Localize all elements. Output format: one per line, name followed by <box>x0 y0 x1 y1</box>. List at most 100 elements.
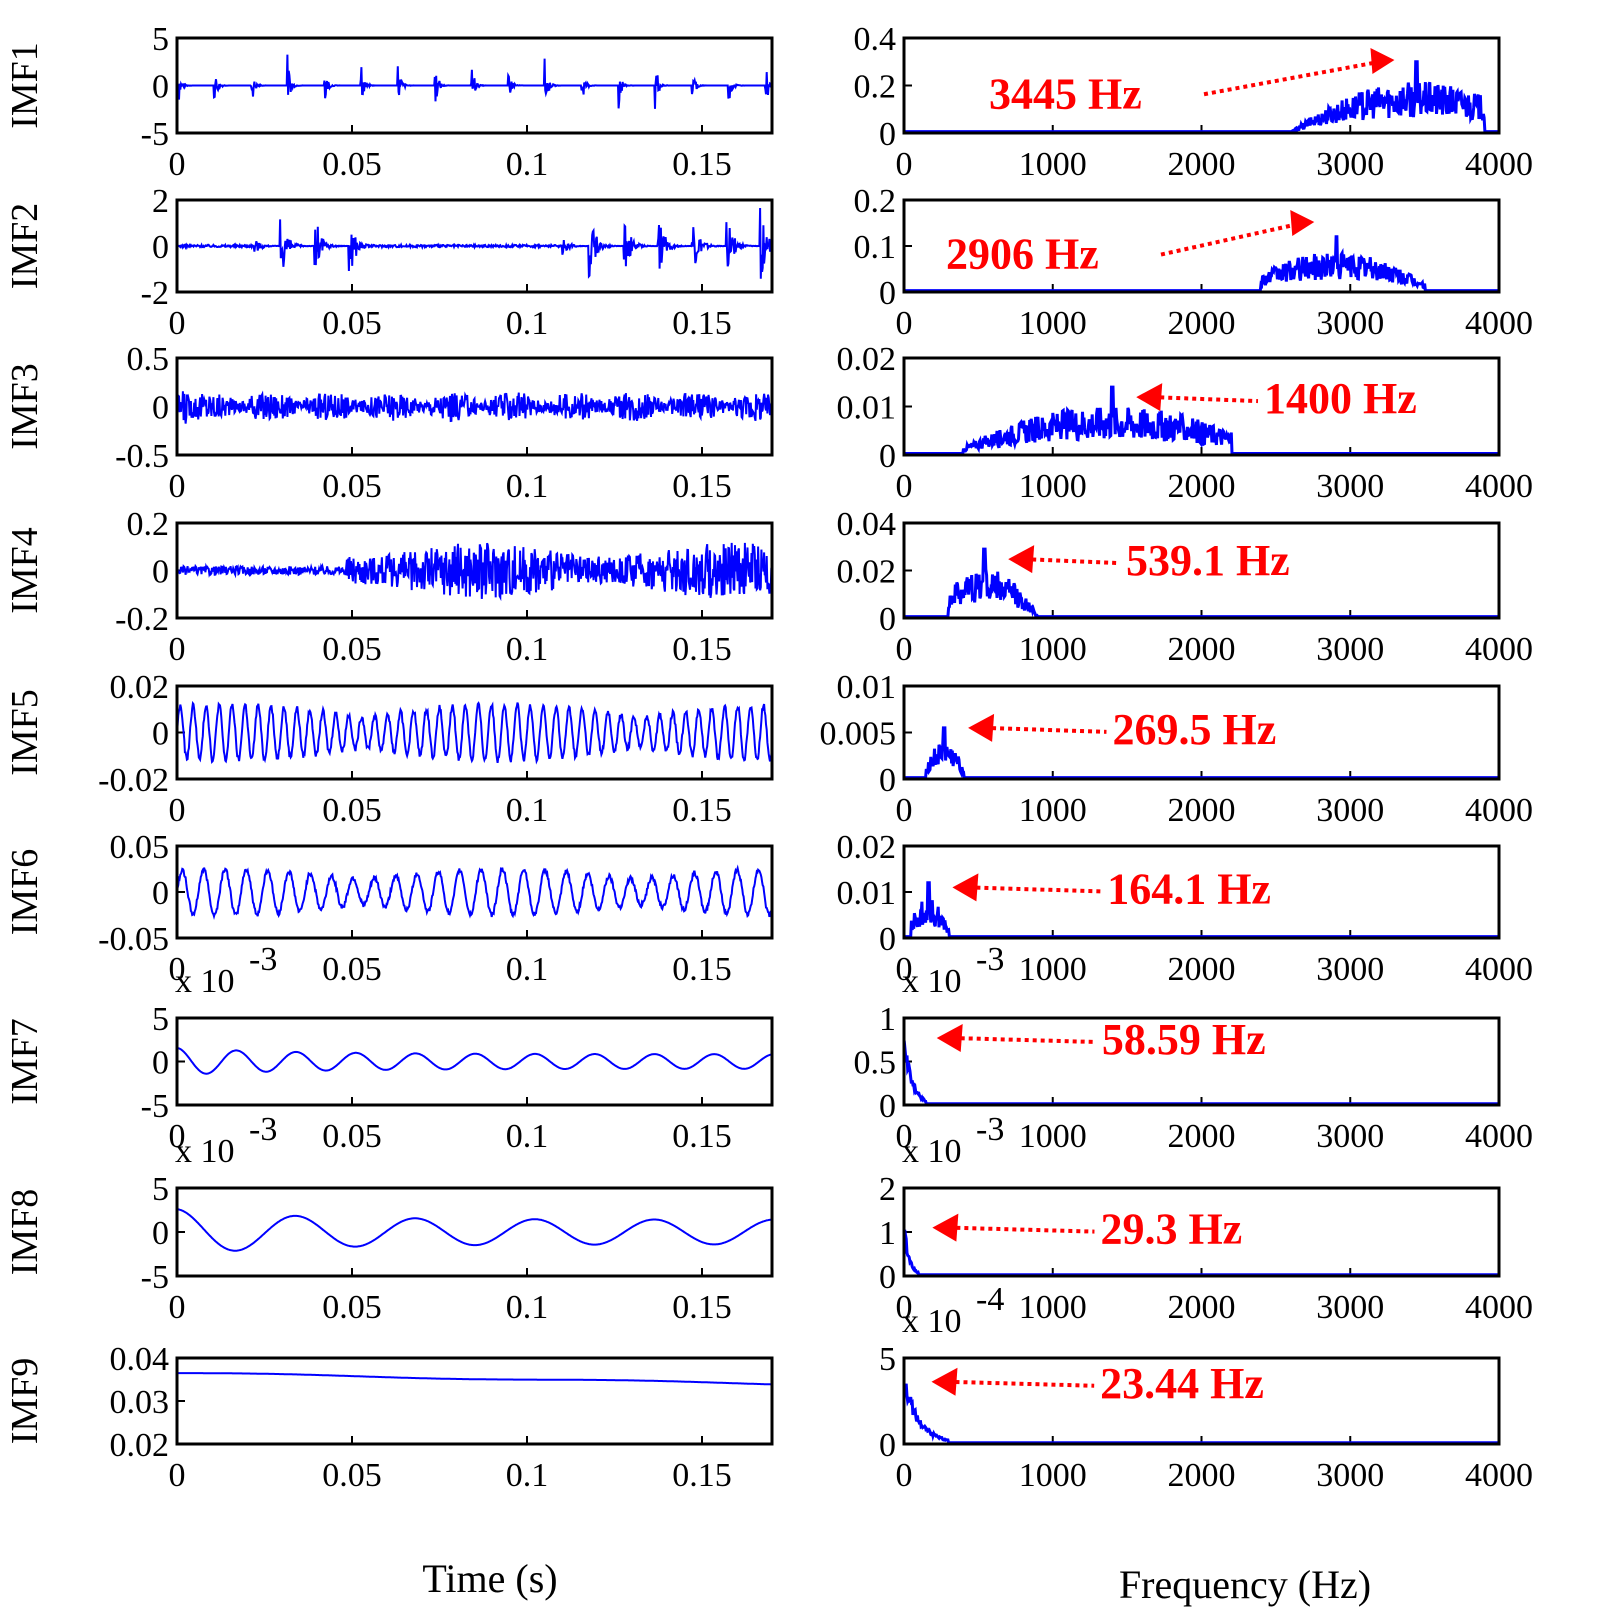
y-axis-label: IMF2 <box>4 203 46 290</box>
y-tick-label: -5 <box>141 1259 169 1296</box>
peak-annotation: 539.1 Hz <box>1126 536 1290 585</box>
x-tick-label: 0 <box>896 1118 913 1155</box>
signal-line <box>176 390 773 424</box>
x-tick-label: 0 <box>169 146 186 183</box>
annotation-arrowhead <box>1008 545 1035 574</box>
spectrum-panel-4: 0.04 0.02 00 1000 2000 3000 4000 539.1 Hz <box>837 506 1534 668</box>
x-tick-label: 0.1 <box>506 1289 549 1326</box>
y-axis-label: IMF3 <box>4 363 46 450</box>
axis-exponent-power: -3 <box>249 941 277 978</box>
x-tick-label: 0.05 <box>322 1457 382 1494</box>
y-tick-label: 0.02 <box>110 669 170 706</box>
x-tick-label: 0 <box>896 631 913 668</box>
x-tick-label: 0 <box>896 305 913 342</box>
y-axis-label: IMF5 <box>4 689 46 776</box>
y-tick-label: 0 <box>879 1088 896 1125</box>
x-tick-label: 1000 <box>1019 1118 1087 1155</box>
y-tick-label: 0.05 <box>110 829 170 866</box>
signal-line <box>176 1372 772 1386</box>
y-tick-label: 0.01 <box>837 875 897 912</box>
annotation-arrowhead <box>936 1024 963 1052</box>
x-tick-label: 0 <box>169 305 186 342</box>
signal-line <box>176 864 773 921</box>
annotation-arrowhead <box>1136 383 1163 412</box>
axis-exponent-power: -3 <box>976 941 1004 978</box>
peak-annotation: 2906 Hz <box>946 230 1099 279</box>
x-tick-label: 0 <box>169 951 186 988</box>
x-tick-label: 0.1 <box>506 951 549 988</box>
y-tick-label: 0.2 <box>854 69 897 106</box>
x-tick-label: 1000 <box>1019 146 1087 183</box>
annotation-arrowhead <box>1370 48 1395 74</box>
axes-frame <box>902 356 1501 457</box>
y-tick-label: 2 <box>152 183 169 220</box>
x-tick-label: 0 <box>169 1289 186 1326</box>
signal-line <box>176 542 773 602</box>
x-tick-label: 2000 <box>1168 1457 1236 1494</box>
y-tick-label: 5 <box>152 1171 169 1208</box>
y-tick-label: 5 <box>152 1001 169 1038</box>
spectrum-panel-1: 0.4 0.2 00 1000 2000 3000 4000 3445 Hz <box>854 21 1534 183</box>
spectrum-panel-3: 0.02 0.01 00 1000 2000 3000 4000 1400 Hz <box>837 341 1534 505</box>
annotation-arrow-line <box>1024 557 1121 566</box>
x-tick-label: 0.15 <box>672 468 732 505</box>
x-tick-label: 0.1 <box>506 792 549 829</box>
x-tick-label: 0 <box>896 1289 913 1326</box>
annotation-arrowhead <box>1290 210 1315 236</box>
y-tick-label: 0 <box>879 921 896 958</box>
x-tick-label: 0.05 <box>322 1289 382 1326</box>
axes-frame <box>902 684 1501 781</box>
x-tick-label: 0.1 <box>506 1118 549 1155</box>
y-tick-label: 0.04 <box>837 506 897 543</box>
annotation-arrow-line <box>984 725 1107 734</box>
y-tick-label: 0 <box>152 716 169 753</box>
x-tick-label: 2000 <box>1168 1118 1236 1155</box>
axes-frame <box>902 844 1501 940</box>
x-tick-label: 3000 <box>1316 631 1384 668</box>
y-tick-label: 0.1 <box>854 229 897 266</box>
x-tick-label: 0.15 <box>672 792 732 829</box>
axes-frame <box>175 1186 774 1278</box>
y-tick-label: 0 <box>152 554 169 591</box>
x-tick-label: 0 <box>169 792 186 829</box>
y-tick-label: 1 <box>879 1215 896 1252</box>
x-tick-label: 4000 <box>1465 305 1533 342</box>
spectrum-panel-5: 0.01 0.005 00 1000 2000 3000 4000 269.5 Hz <box>820 669 1534 829</box>
y-axis-label: IMF9 <box>4 1358 46 1445</box>
x-tick-label: 1000 <box>1019 1457 1087 1494</box>
y-tick-label: 0.03 <box>110 1384 170 1421</box>
x-tick-label: 0.05 <box>322 1118 382 1155</box>
x-tick-label: 1000 <box>1019 951 1087 988</box>
y-tick-label: 0.2 <box>854 183 897 220</box>
y-tick-label: 0.04 <box>110 1341 170 1378</box>
annotation-arrowhead <box>952 873 979 902</box>
x-tick-label: 4000 <box>1465 1118 1533 1155</box>
peak-annotation: 1400 Hz <box>1264 374 1417 423</box>
y-tick-label: 0 <box>879 1427 896 1464</box>
y-tick-label: 1 <box>879 1001 896 1038</box>
y-tick-label: 0 <box>879 438 896 475</box>
x-tick-label: 0.05 <box>322 146 382 183</box>
axis-exponent-power: -3 <box>249 1111 277 1148</box>
y-tick-label: -5 <box>141 1088 169 1125</box>
peak-annotation: 164.1 Hz <box>1107 864 1271 913</box>
frequency-axis-label: Frequency (Hz) <box>1119 1562 1371 1607</box>
x-tick-label: 2000 <box>1168 792 1236 829</box>
axes-frame <box>902 521 1501 620</box>
axes-frame <box>902 36 1501 135</box>
annotation-arrow-line <box>968 885 1102 894</box>
x-tick-label: 2000 <box>1168 631 1236 668</box>
x-tick-label: 0.1 <box>506 146 549 183</box>
x-tick-label: 0.1 <box>506 631 549 668</box>
y-axis-label: IMF7 <box>4 1018 46 1105</box>
y-tick-label: 0.02 <box>837 829 897 866</box>
axes-frame <box>175 198 774 294</box>
y-tick-label: 0 <box>879 116 896 153</box>
axes-frame <box>902 198 1501 294</box>
x-tick-label: 3000 <box>1316 1118 1384 1155</box>
x-tick-label: 1000 <box>1019 468 1087 505</box>
